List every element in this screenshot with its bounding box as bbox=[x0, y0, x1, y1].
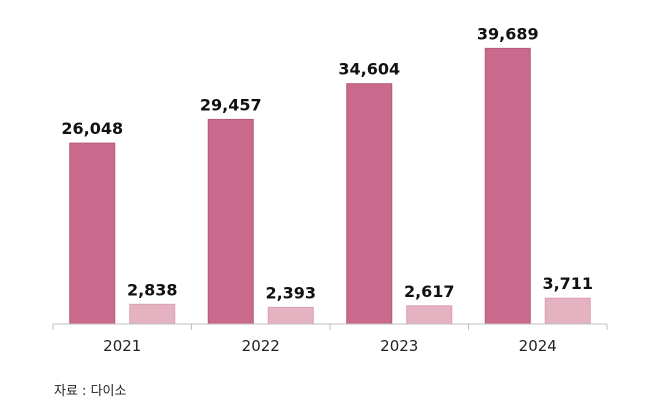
bar-2022-series-1 bbox=[207, 118, 254, 325]
x-tick-label-2022: 2022 bbox=[242, 337, 280, 355]
value-label-2021-series-1: 26,048 bbox=[61, 119, 123, 138]
value-label-2023-series-1: 34,604 bbox=[338, 60, 400, 79]
x-tick-label-2021: 2021 bbox=[103, 337, 141, 355]
value-labels-group: 26,048 2,838 29,457 2,393 34,604 2,617 39,689 3… bbox=[61, 24, 593, 302]
bar-2023-series-1 bbox=[346, 83, 393, 325]
x-axis-tick-labels: 2021 2022 2023 2024 bbox=[103, 337, 557, 355]
bar-2024-series-2 bbox=[544, 297, 591, 325]
value-label-2022-series-1: 29,457 bbox=[200, 95, 262, 114]
bar-2022-series-2 bbox=[267, 306, 314, 325]
bars-group bbox=[69, 47, 591, 325]
bar-2023-series-2 bbox=[406, 305, 453, 325]
value-label-2024-series-2: 3,711 bbox=[542, 274, 593, 293]
source-note: 자료 : 다이소 bbox=[54, 384, 127, 399]
x-tick-label-2023: 2023 bbox=[380, 337, 418, 355]
bar-2021-series-2 bbox=[129, 303, 176, 325]
value-label-2023-series-2: 2,617 bbox=[404, 282, 455, 301]
x-tick-label-2024: 2024 bbox=[519, 337, 557, 355]
value-label-2021-series-2: 2,838 bbox=[127, 280, 178, 299]
value-label-2022-series-2: 2,393 bbox=[265, 283, 316, 302]
x-axis-ticks bbox=[52, 324, 608, 330]
bar-2024-series-1 bbox=[484, 47, 531, 325]
value-label-2024-series-1: 39,689 bbox=[477, 24, 539, 43]
bar-2021-series-1 bbox=[69, 142, 116, 325]
